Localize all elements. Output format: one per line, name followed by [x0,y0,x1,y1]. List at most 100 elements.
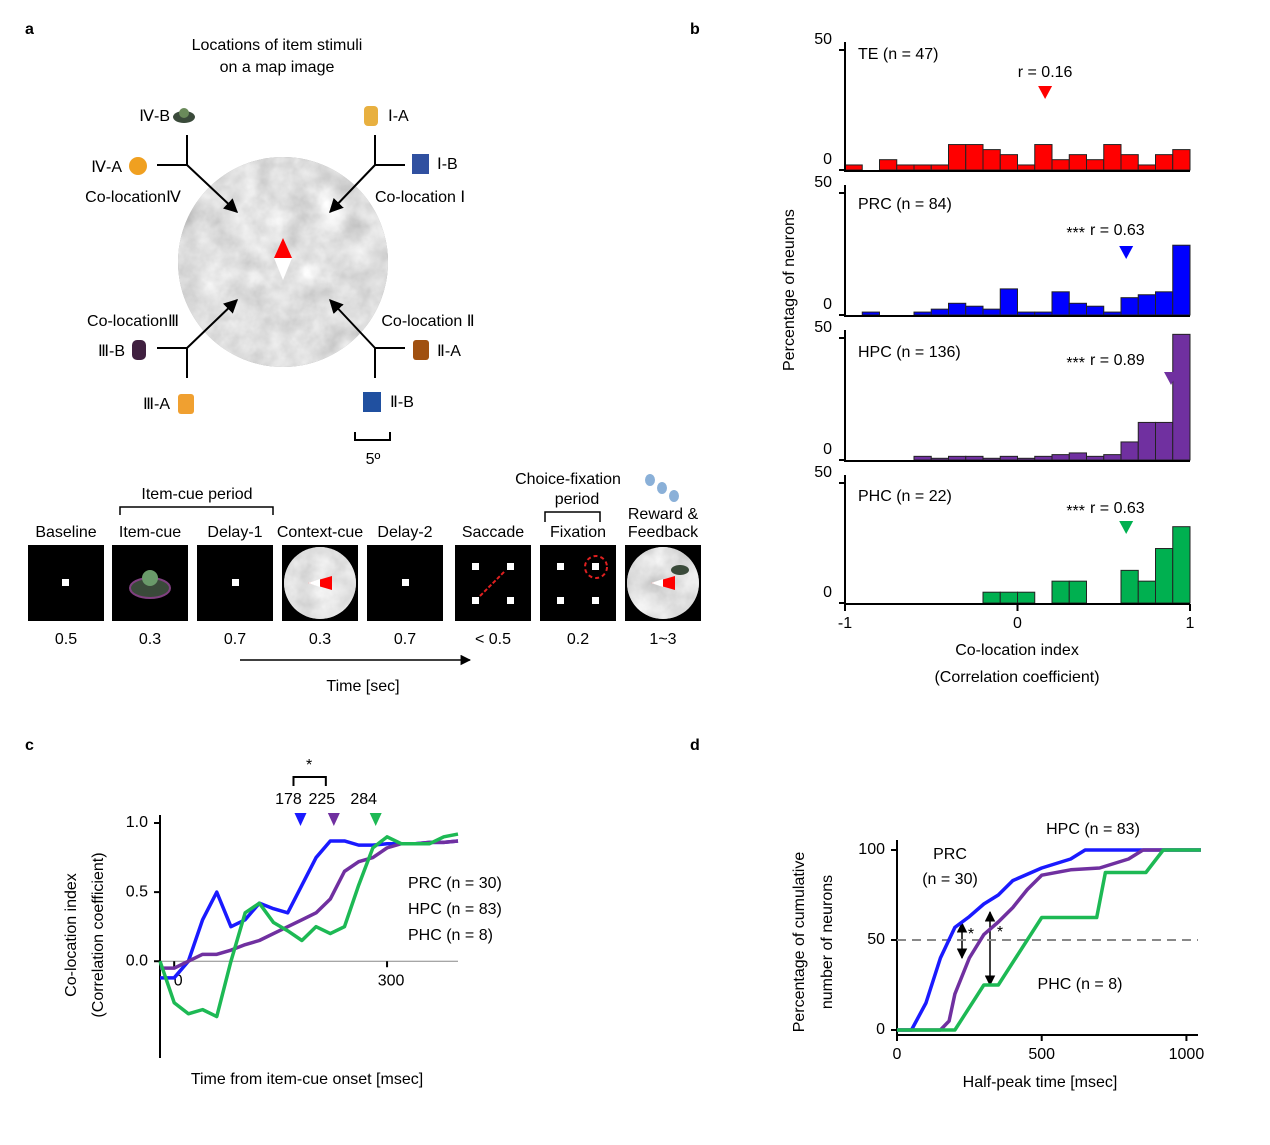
histogram-bar [1034,455,1053,461]
frame-label: Feedback [628,524,699,541]
panel-label: a [25,21,34,38]
item-label: Ⅳ-B [139,108,170,125]
time-label: Time [sec] [326,678,399,695]
y-axis-label: Co-location index [63,873,80,997]
significance: *** [1066,503,1085,520]
half-peak-label: 284 [350,791,377,808]
frame-duration: 0.2 [567,631,589,648]
half-peak-marker [294,813,307,826]
frame-label: Item-cue [119,524,181,541]
colocation-label: Co-locationⅢ [87,313,179,330]
series-line [158,832,459,1019]
y-tick-label: 100 [858,841,885,858]
histogram-bar [999,591,1018,604]
y-tick-label: 0 [823,584,832,601]
histogram-bar [1120,154,1139,171]
frame-duration: 0.5 [55,631,77,648]
item-label: Ⅲ-B [98,343,125,360]
frame-label: Fixation [550,524,606,541]
histogram-bar [1137,580,1156,604]
y-tick-label: 50 [814,319,832,336]
histogram-bar [982,308,1001,316]
histogram-bar [1017,311,1036,316]
legend-entry: PHC (n = 8) [408,927,493,944]
frame-duration: 1~3 [649,631,676,648]
histogram-bar [1172,333,1191,461]
histogram-name: PHC (n = 22) [858,488,952,505]
x-axis-label: Co-location index [955,642,1079,659]
r-marker [1038,86,1053,99]
series-label: PHC (n = 8) [1038,976,1123,993]
x-tick-label: 0 [893,1046,902,1063]
histogram-bar [1120,297,1139,316]
histogram-bar [930,308,949,316]
connector-lines [157,135,405,441]
histogram-bar [1068,452,1087,461]
map-title: on a map image [220,59,335,76]
y-tick-label: 0 [876,1021,885,1038]
x-tick-label: 0 [174,972,183,989]
y-axis-label: (Correlation coefficient) [90,852,107,1017]
histogram-bar [913,455,932,461]
x-tick-label: 1000 [1169,1046,1205,1063]
histogram-name: PRC (n = 84) [858,196,952,213]
water-drops [645,474,679,502]
histogram-bar [1120,441,1139,461]
histogram-bar [1051,580,1070,604]
histogram-bar [1051,291,1070,316]
item-label: Ⅳ-A [91,159,122,176]
histogram-bar [965,455,984,461]
histogram-bar [1051,454,1070,461]
histogram-bar [1068,302,1087,316]
r-annotation: r = 0.89 [1090,352,1145,369]
x-axis-label: Half-peak time [msec] [963,1074,1118,1091]
histogram-bar [1172,526,1191,604]
histogram-bar [1051,159,1070,171]
histogram-bar [948,455,967,461]
axis-line [896,840,1198,1036]
x-axis-label: (Correlation coefficient) [934,669,1099,686]
series-label: PRC [933,846,967,863]
period-label: Choice-fixation [515,471,621,488]
histogram-bar [1017,164,1036,171]
frame-duration: 0.3 [309,631,331,648]
significance: *** [1066,225,1085,242]
trial-frames [28,545,701,621]
period-brackets [119,506,601,666]
histogram-bar [965,305,984,316]
legend-entry: HPC (n = 83) [408,901,502,918]
item-icons [129,106,429,414]
r-marker [1119,521,1134,534]
y-tick-label: 50 [814,464,832,481]
histogram-bar [1120,569,1139,604]
x-tick-label: 300 [378,972,405,989]
y-tick-label: 50 [867,931,885,948]
histogram-bar [1086,159,1105,171]
series-line [897,848,1201,1032]
histogram-bar [930,457,949,461]
y-axis-label: number of neurons [819,875,836,1009]
colocation-label: Co-location Ⅱ [381,313,474,330]
histogram-bar [1086,455,1105,461]
histogram-bar [1017,457,1036,461]
histogram-bar [982,149,1001,171]
histogram-bar [1172,149,1191,171]
histogram-bar [999,154,1018,171]
y-tick-label: 0.5 [126,883,148,900]
y-tick-label: 0 [823,296,832,313]
histogram-bar [1034,144,1053,171]
histogram-name: HPC (n = 136) [858,344,961,361]
frame-duration: 0.7 [394,631,416,648]
y-tick-label: 0.0 [126,952,148,969]
histogram-bar [982,457,1001,461]
histogram-bar [1103,454,1122,461]
legend-entry: PRC (n = 30) [408,875,502,892]
histogram-bar [982,591,1001,604]
frame-label: Delay-2 [377,524,432,541]
histogram-bar [948,302,967,316]
series-line [897,848,1201,1032]
histogram-bar [1086,305,1105,316]
y-tick-label: 1.0 [126,814,148,831]
histogram-bar [1155,291,1174,316]
